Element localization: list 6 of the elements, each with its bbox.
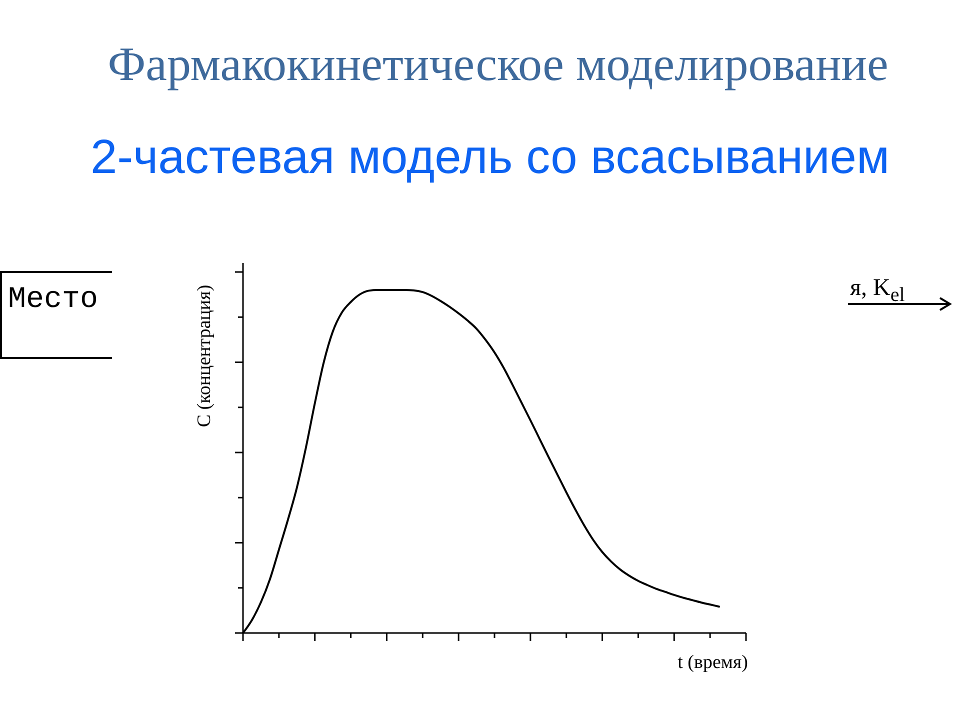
box-frame: Место: [0, 271, 112, 359]
text: я, K$_{el}$: [850, 274, 905, 308]
y-axis-title: C (концентрация): [194, 284, 216, 428]
chart-subtitle: 2-частевая модель со всасыванием: [89, 130, 890, 186]
chart-title: Фармакокинетическое моделирование: [106, 37, 890, 93]
x-axis-title: t (время): [678, 652, 748, 674]
